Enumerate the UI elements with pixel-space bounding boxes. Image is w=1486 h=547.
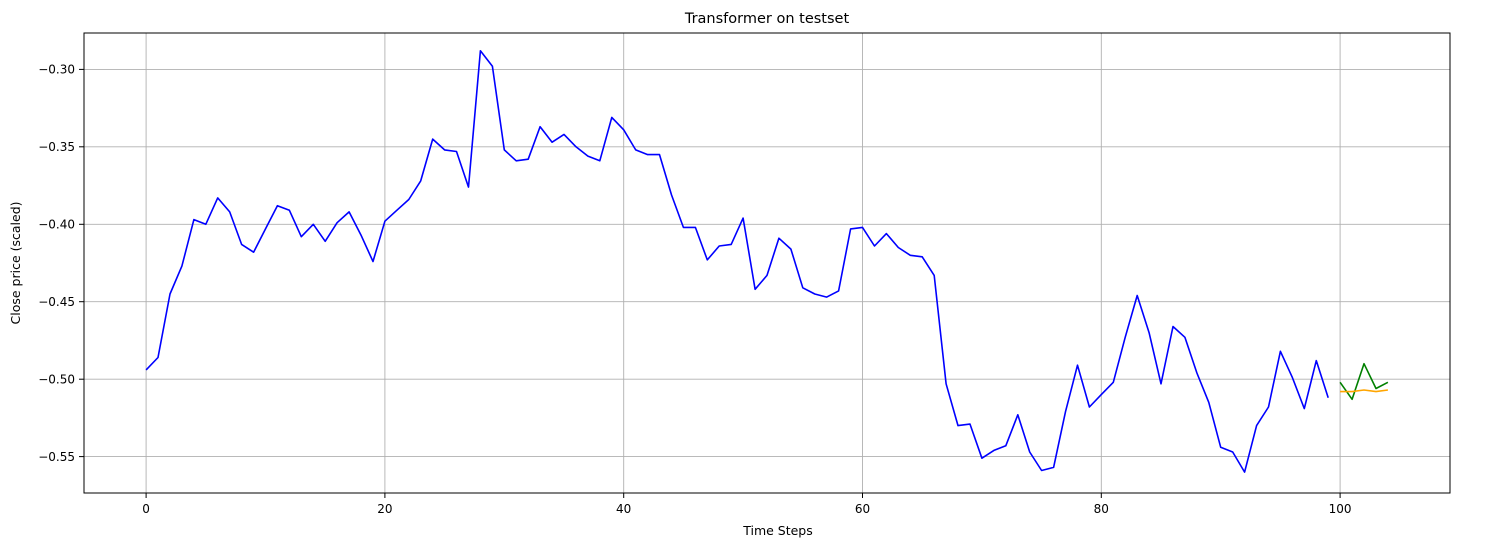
series-line-3 [1340, 389, 1389, 393]
y-axis-label: Close price (scaled) [8, 201, 23, 324]
plot-area-frame [83, 32, 1451, 494]
x-tick-label: 80 [1094, 502, 1109, 516]
x-axis-label: Time Steps [742, 523, 813, 538]
x-tick-label: 60 [855, 502, 870, 516]
x-tick-label: 0 [142, 502, 150, 516]
x-tick-label: 20 [377, 502, 392, 516]
series-layer [145, 49, 1389, 473]
chart-title: Transformer on testset [684, 11, 850, 27]
axis-ticks: 0 20 40 60 80 100 −0.55 −0.50 −0.45 −0.40 −0.35 −0.… [38, 63, 1351, 516]
y-tick-label: −0.30 [38, 63, 75, 77]
series-line-2 [1339, 362, 1389, 401]
x-tick-label: 40 [616, 502, 631, 516]
y-tick-label: −0.35 [38, 140, 75, 154]
y-tick-label: −0.45 [38, 295, 75, 309]
grid [84, 33, 1450, 493]
y-tick-label: −0.55 [38, 450, 75, 464]
x-tick-label: 100 [1329, 502, 1352, 516]
y-tick-label: −0.40 [38, 218, 75, 232]
series-line-1 [145, 49, 1329, 473]
y-tick-label: −0.50 [38, 373, 75, 387]
